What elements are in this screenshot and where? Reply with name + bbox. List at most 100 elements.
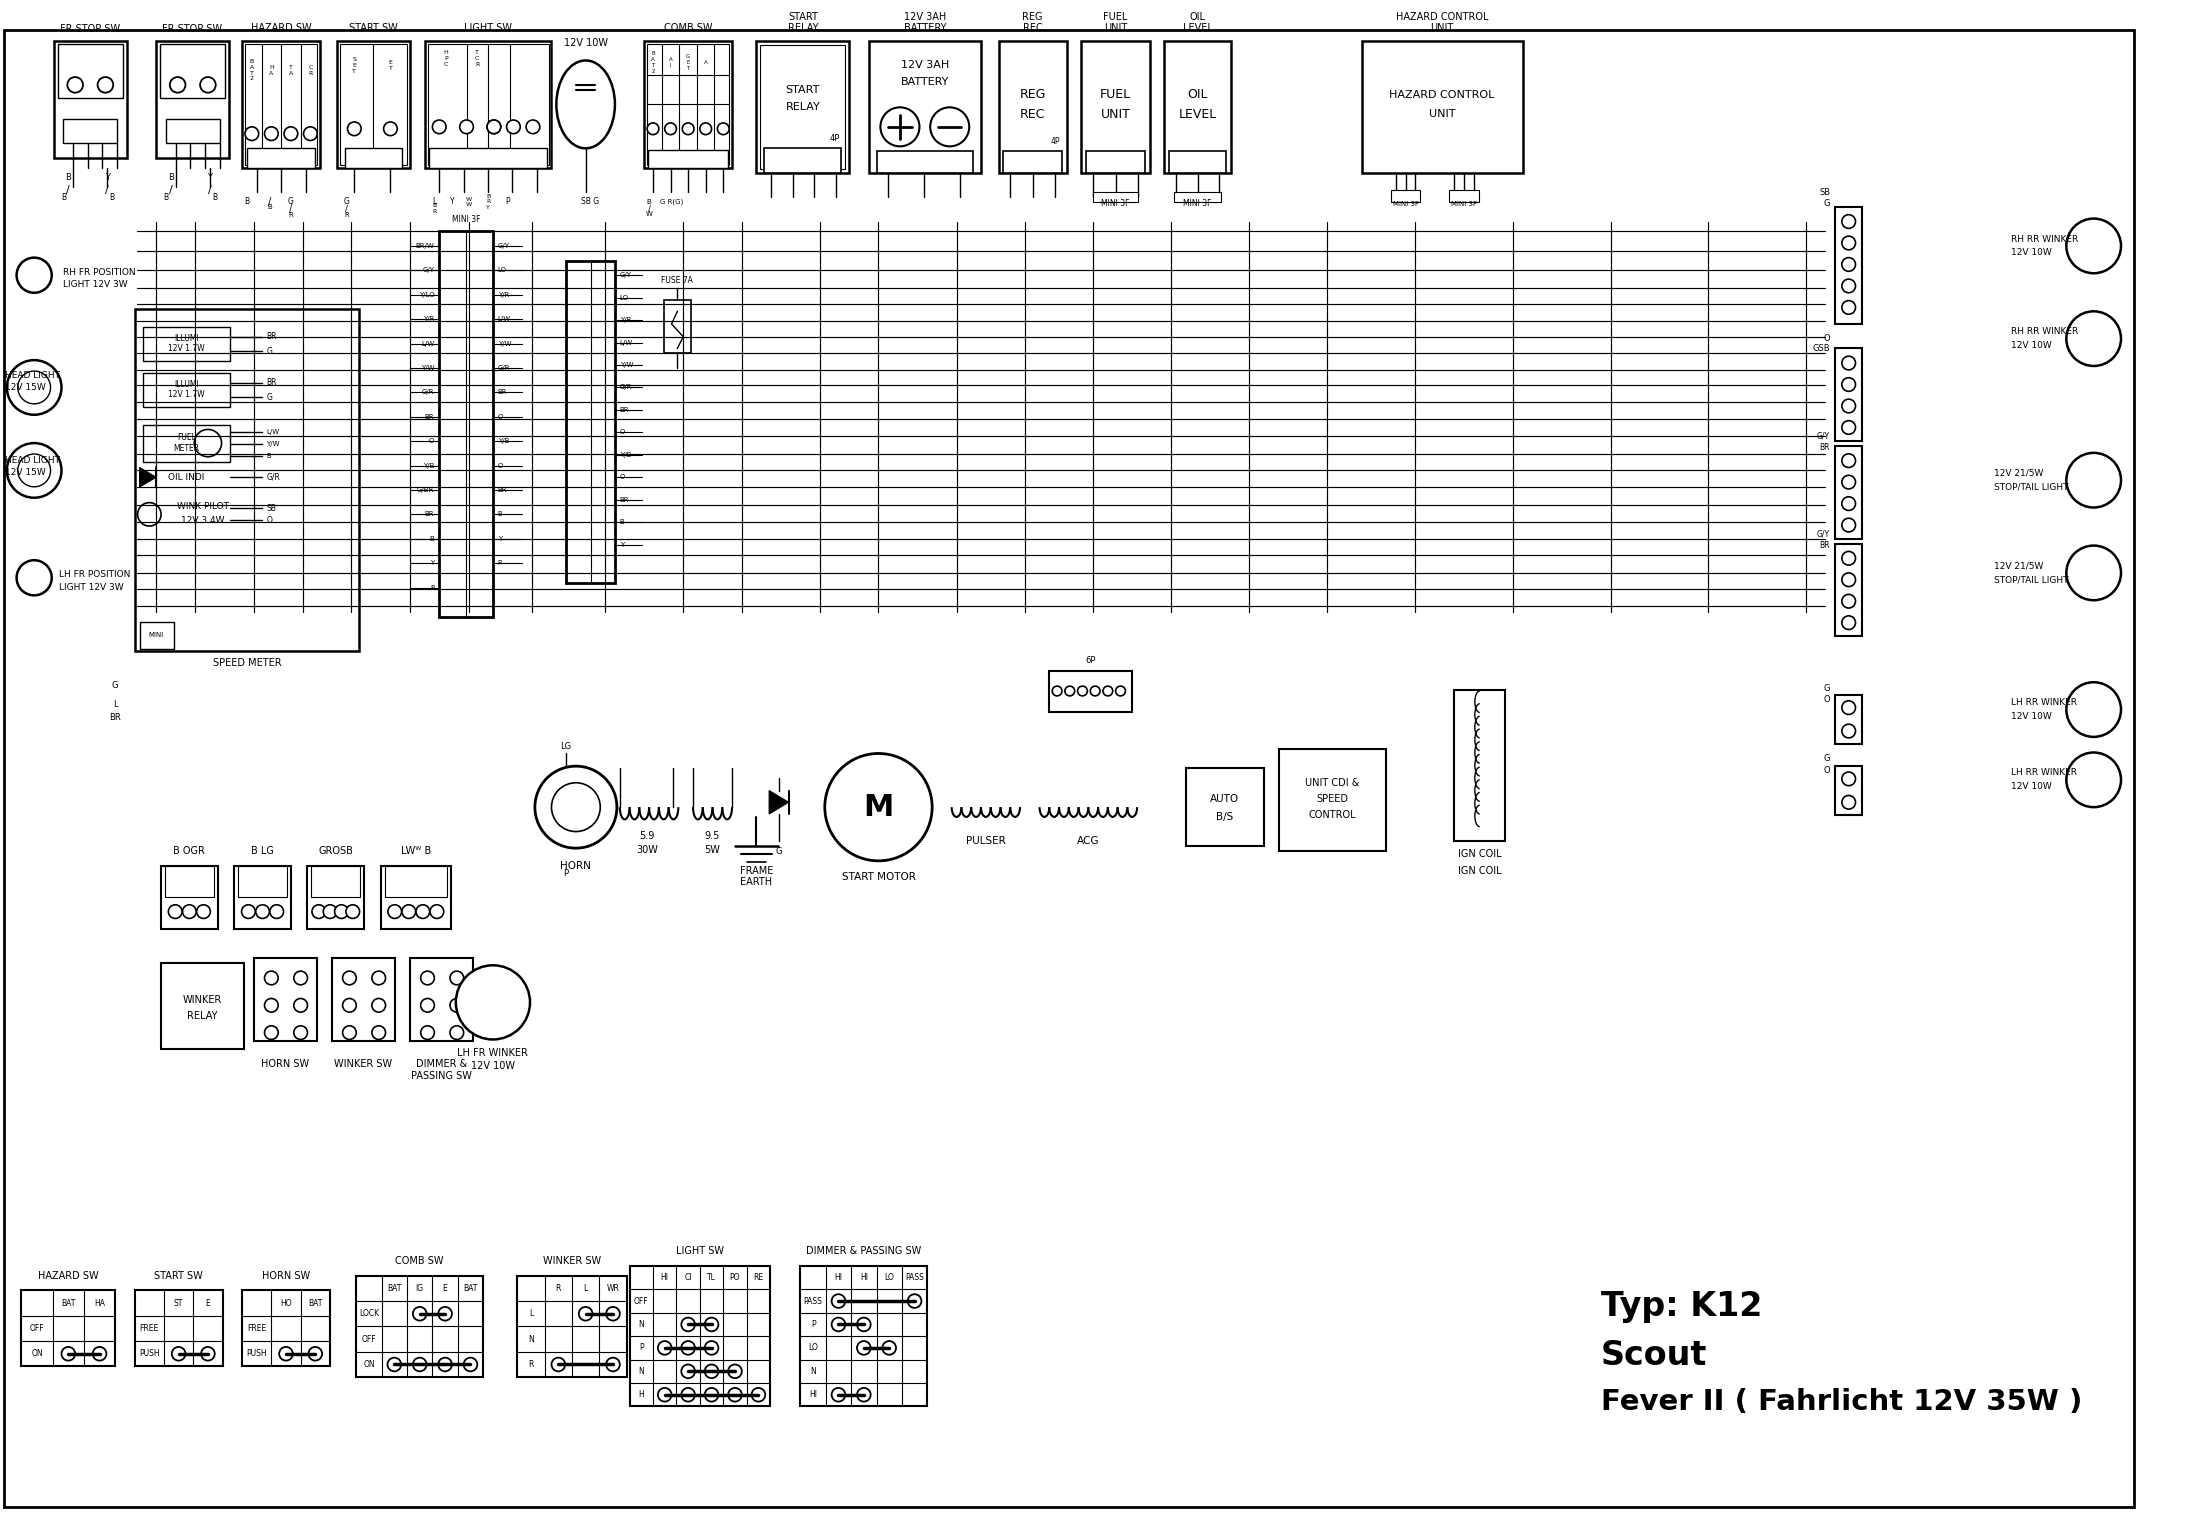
- Text: T
C
R: T C R: [475, 50, 480, 67]
- Text: HI: HI: [861, 1273, 867, 1282]
- Circle shape: [646, 123, 659, 135]
- Circle shape: [666, 123, 677, 135]
- Text: HI: HI: [808, 1390, 817, 1399]
- Bar: [517, 1276, 626, 1377]
- Circle shape: [1842, 421, 1855, 435]
- Circle shape: [883, 1342, 896, 1355]
- Text: HAZARD CONTROL
UNIT: HAZARD CONTROL UNIT: [1395, 12, 1489, 33]
- Circle shape: [1842, 497, 1855, 511]
- Text: OIL: OIL: [1187, 88, 1209, 100]
- Bar: [1165, 41, 1231, 173]
- Text: Y/B: Y/B: [423, 462, 434, 468]
- Circle shape: [856, 1342, 872, 1355]
- Text: P: P: [506, 198, 510, 207]
- Text: B: B: [267, 204, 272, 210]
- Text: FUSE 7A: FUSE 7A: [661, 275, 694, 284]
- Bar: [243, 1290, 331, 1366]
- Circle shape: [681, 1317, 694, 1331]
- Text: CI: CI: [685, 1273, 692, 1282]
- Text: B: B: [646, 199, 650, 205]
- Circle shape: [171, 78, 186, 93]
- Text: 12V 21/5W: 12V 21/5W: [1995, 561, 2043, 570]
- Circle shape: [826, 753, 933, 861]
- Text: W
W: W W: [466, 196, 471, 207]
- Text: FR STOP SW: FR STOP SW: [59, 24, 120, 33]
- Circle shape: [182, 905, 197, 919]
- Text: G/Y: G/Y: [497, 243, 510, 249]
- Text: BR: BR: [497, 389, 508, 395]
- Circle shape: [342, 970, 357, 984]
- Bar: [162, 963, 243, 1049]
- Circle shape: [1842, 453, 1855, 467]
- Text: /: /: [105, 186, 110, 195]
- Text: /: /: [267, 198, 272, 207]
- Text: DIMMER &: DIMMER &: [416, 1059, 466, 1069]
- Text: 4P: 4P: [1051, 137, 1060, 146]
- Bar: [646, 44, 729, 164]
- Text: LOCK: LOCK: [359, 1310, 379, 1319]
- Circle shape: [1842, 236, 1855, 249]
- Circle shape: [727, 1364, 742, 1378]
- Bar: [243, 41, 320, 167]
- Circle shape: [199, 78, 215, 93]
- Bar: [142, 327, 230, 360]
- Bar: [344, 149, 403, 167]
- Text: OFF: OFF: [31, 1323, 44, 1332]
- Text: Y/R: Y/R: [497, 292, 508, 298]
- Text: O: O: [620, 429, 624, 435]
- Text: BR: BR: [1820, 541, 1831, 551]
- Circle shape: [18, 371, 50, 405]
- Text: IGN COIL: IGN COIL: [1459, 849, 1502, 859]
- Bar: [164, 865, 215, 897]
- Circle shape: [526, 120, 539, 134]
- Text: WINKER: WINKER: [182, 995, 221, 1005]
- Text: B: B: [245, 198, 250, 207]
- Text: 5.9: 5.9: [639, 832, 655, 841]
- Bar: [1835, 695, 1862, 744]
- Bar: [1835, 767, 1862, 815]
- Bar: [644, 41, 731, 167]
- Text: LIGHT SW: LIGHT SW: [464, 23, 512, 33]
- Bar: [337, 41, 410, 167]
- Bar: [357, 1276, 484, 1377]
- Text: G: G: [267, 392, 272, 402]
- Text: G: G: [1824, 754, 1831, 764]
- Bar: [55, 41, 127, 158]
- Circle shape: [388, 905, 401, 919]
- Text: MINI 3F: MINI 3F: [451, 214, 480, 224]
- Bar: [764, 149, 841, 173]
- Text: HORN: HORN: [561, 861, 591, 870]
- Text: BR: BR: [497, 487, 508, 493]
- Circle shape: [335, 905, 348, 919]
- Text: Y: Y: [620, 541, 624, 548]
- Circle shape: [420, 998, 434, 1011]
- Circle shape: [1077, 686, 1088, 697]
- Circle shape: [705, 1389, 718, 1401]
- Bar: [664, 300, 692, 353]
- Bar: [869, 41, 981, 173]
- Text: R: R: [289, 211, 293, 218]
- Text: HEAD LIGHT: HEAD LIGHT: [4, 371, 59, 380]
- Text: 12V 3.4W: 12V 3.4W: [182, 516, 226, 525]
- Text: P: P: [639, 1343, 644, 1352]
- Text: REG: REG: [1021, 88, 1047, 100]
- Bar: [429, 149, 548, 167]
- Text: HORN SW: HORN SW: [261, 1059, 309, 1069]
- Text: RH RR WINKER: RH RR WINKER: [2010, 234, 2078, 243]
- Text: HO: HO: [280, 1299, 291, 1308]
- Circle shape: [1051, 686, 1062, 697]
- Circle shape: [2067, 453, 2120, 508]
- Circle shape: [856, 1317, 872, 1331]
- Bar: [245, 44, 318, 164]
- Text: LIGHT 12V 3W: LIGHT 12V 3W: [59, 583, 123, 592]
- Bar: [166, 119, 219, 143]
- Circle shape: [92, 1348, 107, 1361]
- Bar: [57, 44, 123, 97]
- Circle shape: [265, 126, 278, 140]
- Circle shape: [2067, 312, 2120, 367]
- Text: TL: TL: [707, 1273, 716, 1282]
- Circle shape: [18, 560, 53, 595]
- Text: SB G: SB G: [583, 198, 600, 207]
- Text: B
A
T
2: B A T 2: [250, 59, 254, 82]
- Bar: [22, 1290, 116, 1366]
